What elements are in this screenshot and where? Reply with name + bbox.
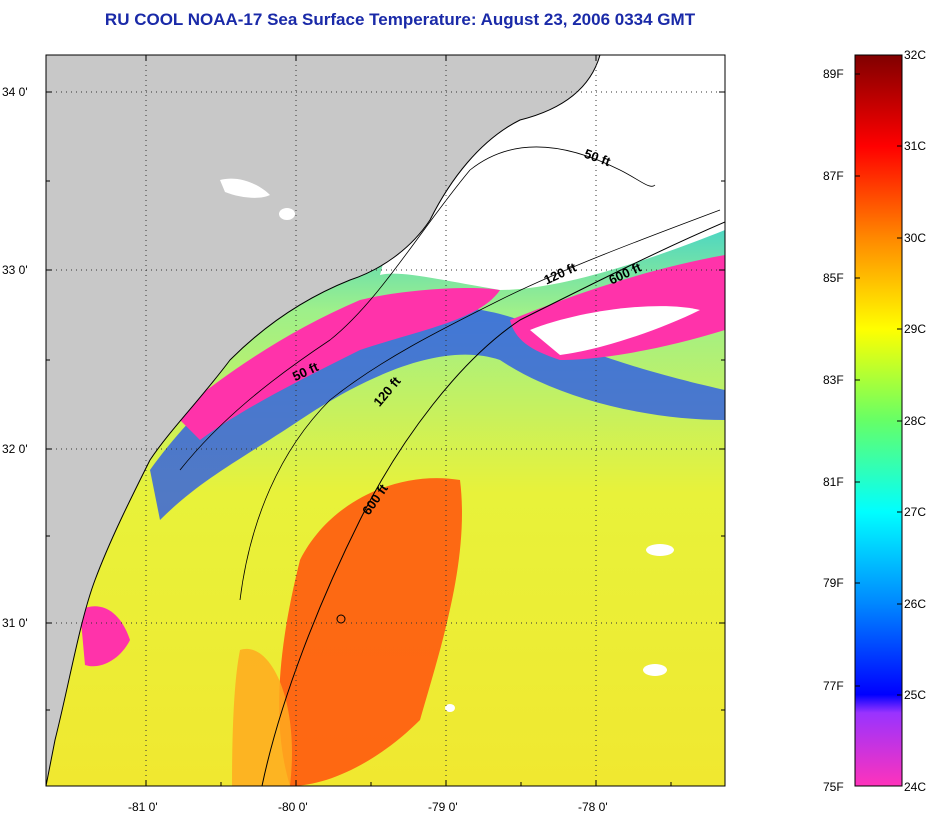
- station-marker: [336, 614, 346, 624]
- lon-label-79: -79 0': [428, 800, 458, 814]
- warm-water-region: [279, 478, 462, 786]
- colorbar-f-81: 81F: [823, 475, 844, 489]
- cloud-patch-c: [445, 704, 455, 712]
- cold-upwelling-north: [175, 288, 500, 440]
- axis-ticks: [46, 55, 725, 786]
- lat-lon-grid: [46, 55, 725, 786]
- lat-label-32: 32 0': [2, 442, 28, 456]
- lat-label-31: 31 0': [2, 616, 28, 630]
- colorbar-ticks: [855, 73, 902, 696]
- colorbar-c-29: 29C: [904, 322, 927, 336]
- map-frame: [45, 54, 726, 787]
- colorbar-f-83: 83F: [823, 373, 844, 387]
- colorbar-f-79: 79F: [823, 576, 844, 590]
- cold-patch-south: [80, 606, 130, 667]
- lon-label-78: -78 0': [578, 800, 608, 814]
- colorbar-c-24: 24C: [904, 780, 927, 794]
- colorbar-f-85: 85F: [823, 271, 844, 285]
- lat-label-34: 34 0': [2, 85, 28, 99]
- colorbar-f-89: 89F: [823, 67, 844, 81]
- map-title: RU COOL NOAA-17 Sea Surface Temperature:…: [104, 10, 696, 29]
- colorbar: [854, 54, 903, 787]
- cloud-patch-a: [646, 544, 674, 556]
- isobath-120ft: [239, 209, 721, 601]
- land-mass: [46, 55, 601, 786]
- lat-label-33: 33 0': [2, 263, 28, 277]
- inland-cloud-b: [279, 208, 295, 220]
- colorbar-f-77: 77F: [823, 679, 844, 693]
- inland-cloud-a: [220, 178, 270, 198]
- colorbar-f-87: 87F: [823, 169, 844, 183]
- warm-water-region-west: [232, 648, 292, 786]
- colorbar-c-30: 30C: [904, 231, 927, 245]
- colorbar-c-25: 25C: [904, 688, 927, 702]
- lon-label-81: -81 0': [128, 800, 158, 814]
- colorbar-c-27: 27C: [904, 505, 927, 519]
- colorbar-c-32: 32C: [904, 48, 927, 62]
- cloud-patch-b: [643, 664, 667, 676]
- cloud-cover-east: [530, 306, 700, 355]
- isobath-50ft: [179, 146, 656, 471]
- colorbar-c-28: 28C: [904, 414, 927, 428]
- colorbar-c-31: 31C: [904, 139, 927, 153]
- lon-label-80: -80 0': [278, 800, 308, 814]
- isobath-600ft: [261, 221, 725, 786]
- colorbar-c-26: 26C: [904, 597, 927, 611]
- colorbar-f-75: 75F: [823, 780, 844, 794]
